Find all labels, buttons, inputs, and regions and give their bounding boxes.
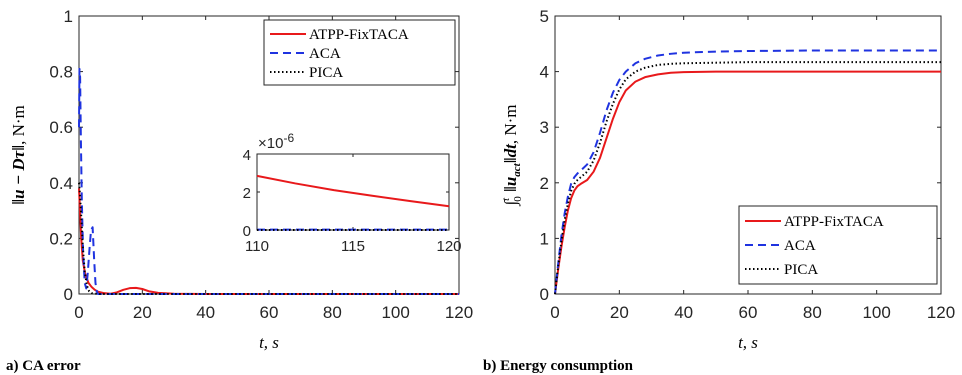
- series-line-pica: [78, 182, 459, 295]
- axes-a-ylabel: ‖u − Dτ‖, N·m: [9, 105, 28, 205]
- x-tick-label: 20: [610, 303, 629, 322]
- caption-b: b) Energy consumption: [483, 358, 634, 374]
- axes-b-tick-labels: 0 20 40 60 80 100 120 0 1 2 3 4 5: [540, 7, 956, 322]
- legend-b-label-pica: PICA: [784, 262, 818, 278]
- y-tick-label: 1: [540, 229, 549, 248]
- axes-a-series: [78, 67, 459, 295]
- x-tick-label: 120: [436, 238, 461, 255]
- y-tick-label: 3: [540, 118, 549, 137]
- series-line-atpp-fixtaca: [554, 70, 941, 295]
- inset-a-exponent: ×10-6: [258, 131, 294, 152]
- x-tick-label: 80: [803, 303, 822, 322]
- caption-a: a) CA error: [6, 358, 81, 374]
- inset-a-tick-labels: 110 115 120 0 2 4: [243, 147, 462, 255]
- x-tick-label: 120: [445, 303, 473, 322]
- axes-b-ticks: [554, 15, 942, 295]
- y-tick-label: 0.6: [49, 118, 73, 137]
- inset-a: 110 115 120 0 2 4 ×10-6: [243, 131, 462, 255]
- x-tick-label: 0: [74, 303, 83, 322]
- x-tick-label: 120: [927, 303, 955, 322]
- axes-b-xlabel: t, s: [738, 333, 758, 352]
- y-tick-label: 0: [540, 285, 549, 304]
- y-tick-label: 2: [540, 174, 549, 193]
- legend-a-box: [263, 19, 456, 86]
- y-tick-label: 4: [243, 147, 251, 164]
- axes-b-series: [554, 49, 941, 295]
- y-tick-label: 0.8: [49, 63, 73, 82]
- x-tick-label: 0: [550, 303, 559, 322]
- y-tick-label: 5: [540, 7, 549, 26]
- legend-b-label-aca: ACA: [784, 238, 816, 254]
- series-line-atpp-fixtaca: [256, 174, 450, 208]
- y-tick-label: 0.4: [49, 174, 73, 193]
- x-tick-label: 100: [862, 303, 890, 322]
- axes-a-xlabel: t, s: [259, 333, 279, 352]
- y-tick-label: 4: [540, 63, 549, 82]
- legend-b: ATPP-FixTACA ACA PICA: [738, 205, 938, 285]
- x-tick-label: 80: [323, 303, 342, 322]
- x-tick-label: 60: [739, 303, 758, 322]
- legend-a-label-pica: PICA: [309, 65, 343, 81]
- x-tick-label: 60: [260, 303, 279, 322]
- inset-a-series: [256, 174, 450, 231]
- legend-b-label-atpp: ATPP-FixTACA: [784, 214, 884, 230]
- x-tick-label: 100: [381, 303, 409, 322]
- x-tick-label: 115: [341, 238, 365, 255]
- y-tick-label: 0.2: [49, 229, 73, 248]
- series-line-aca: [78, 67, 459, 295]
- x-tick-label: 40: [196, 303, 215, 322]
- legend-a-label-aca: ACA: [309, 46, 341, 62]
- series-line-aca: [554, 49, 941, 295]
- y-tick-label: 0: [243, 223, 251, 240]
- x-tick-label: 40: [674, 303, 693, 322]
- y-tick-label: 1: [64, 7, 73, 26]
- legend-a: ATPP-FixTACA ACA PICA: [263, 19, 456, 86]
- series-line-pica: [554, 61, 941, 295]
- x-tick-label: 20: [133, 303, 152, 322]
- y-tick-label: 0: [64, 285, 73, 304]
- x-tick-label: 110: [245, 238, 269, 255]
- y-tick-label: 2: [243, 185, 251, 202]
- legend-a-label-atpp: ATPP-FixTACA: [309, 27, 409, 43]
- axes-b-ylabel: ∫t0 ‖uact‖dt, N·m: [500, 104, 524, 206]
